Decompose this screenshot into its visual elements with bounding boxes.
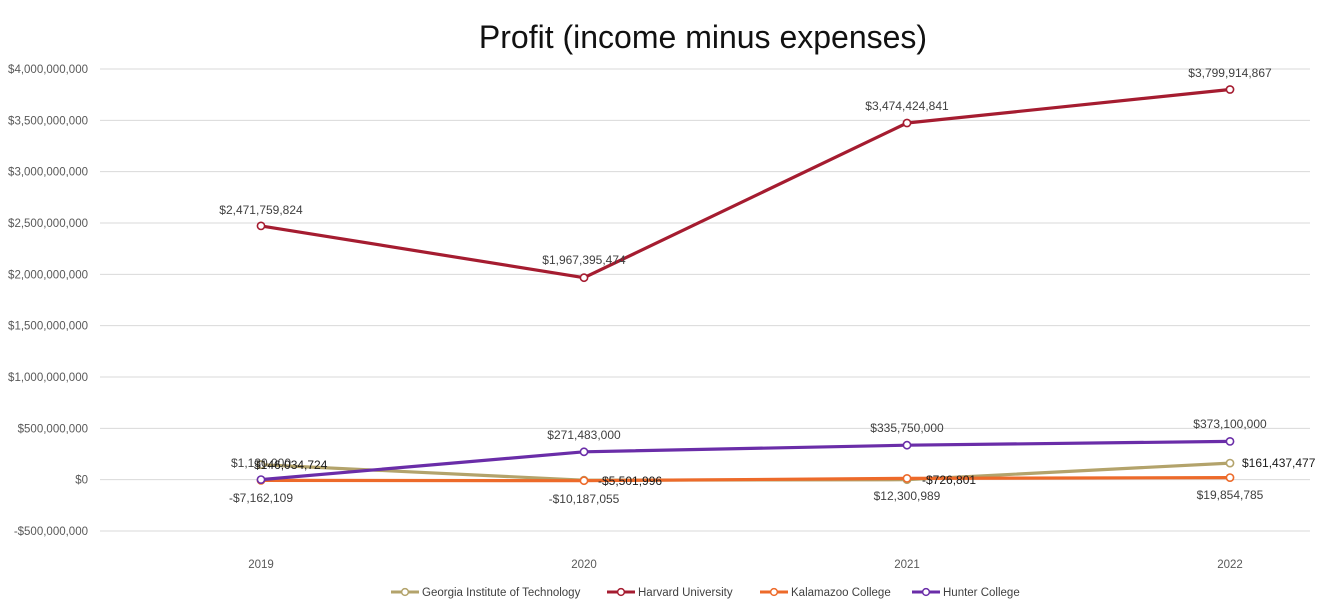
data-point[interactable]: [1225, 85, 1235, 94]
y-tick-label: $4,000,000,000: [8, 64, 88, 76]
series-line: [259, 476, 1232, 483]
y-tick-label: $2,500,000,000: [8, 218, 88, 230]
data-label: $3,474,424,841: [865, 99, 949, 113]
data-label: $271,483,000: [547, 428, 621, 442]
legend-label: Harvard University: [638, 587, 733, 599]
data-label: -$7,162,109: [229, 491, 293, 505]
data-label: $335,750,000: [870, 421, 944, 435]
data-point[interactable]: [1225, 473, 1235, 482]
data-point[interactable]: [902, 440, 912, 450]
data-label: $2,471,759,824: [219, 203, 303, 217]
data-label: -$726,801: [922, 473, 976, 487]
legend-item[interactable]: Kalamazoo College: [760, 587, 891, 599]
data-point[interactable]: [256, 221, 266, 231]
data-point[interactable]: [1225, 436, 1235, 446]
data-point[interactable]: [1225, 458, 1235, 468]
data-label: -$10,187,055: [549, 492, 620, 506]
data-point[interactable]: [902, 473, 912, 483]
y-tick-label: $0: [75, 475, 88, 487]
y-tick-label: $1,500,000,000: [8, 321, 88, 333]
legend-swatch-marker: [769, 587, 779, 597]
y-tick-label: $2,000,000,000: [8, 269, 88, 281]
legend-label: Hunter College: [943, 587, 1020, 599]
data-label: $3,799,914,867: [1188, 66, 1272, 80]
data-point[interactable]: [256, 460, 266, 470]
data-point[interactable]: [256, 475, 266, 484]
y-tick-label: $3,000,000,000: [8, 167, 88, 179]
data-label: $12,300,989: [874, 489, 941, 503]
x-tick-label: 2020: [571, 559, 597, 571]
x-tick-label: 2019: [248, 559, 274, 571]
data-point[interactable]: [579, 447, 589, 457]
data-label: $373,100,000: [1193, 417, 1267, 431]
y-tick-label: $500,000,000: [18, 423, 88, 435]
y-tick-label: -$500,000,000: [14, 526, 88, 538]
y-tick-label: $3,500,000,000: [8, 115, 88, 127]
x-axis-ticks: 2019 2020 2021 2022: [248, 559, 1243, 571]
series-lines: [256, 85, 1235, 486]
data-label: $161,437,477: [1242, 456, 1316, 470]
x-tick-label: 2022: [1217, 559, 1243, 571]
data-labels: $1,130,000 $271,483,000 $335,750,000 $373,1…: [219, 66, 1315, 506]
series-line: [259, 439, 1232, 482]
data-point[interactable]: [902, 118, 912, 128]
data-point[interactable]: [579, 476, 589, 486]
data-label: $19,854,785: [1197, 488, 1264, 502]
data-label: $146,034,724: [254, 458, 328, 472]
legend-item[interactable]: Hunter College: [912, 587, 1020, 599]
legend-item[interactable]: Harvard University: [607, 587, 733, 599]
y-tick-label: $1,000,000,000: [8, 372, 88, 384]
x-tick-label: 2021: [894, 559, 920, 571]
legend[interactable]: Georgia Institute of Technology Harvard U…: [391, 587, 1020, 599]
legend-label: Kalamazoo College: [791, 587, 891, 599]
data-label: -$5,501,996: [598, 474, 662, 488]
legend-swatch-marker: [616, 587, 626, 597]
series-kalamazoo-college[interactable]: [256, 473, 1235, 486]
data-point[interactable]: [579, 273, 589, 283]
legend-swatch-marker: [921, 587, 931, 597]
series-line: [259, 87, 1232, 280]
y-axis-ticks: $4,000,000,000 $3,500,000,000 $3,000,000,0…: [8, 64, 88, 538]
legend-label: Georgia Institute of Technology: [422, 587, 581, 599]
legend-item[interactable]: Georgia Institute of Technology: [391, 587, 581, 599]
series-harvard-university[interactable]: [256, 85, 1235, 283]
data-label: $1,130,000: [231, 456, 291, 470]
series-hunter-college[interactable]: [256, 436, 1235, 484]
chart-title: Profit (income minus expenses): [479, 19, 927, 55]
legend-swatch-marker: [400, 587, 410, 597]
data-label: $1,967,395,474: [542, 253, 626, 267]
